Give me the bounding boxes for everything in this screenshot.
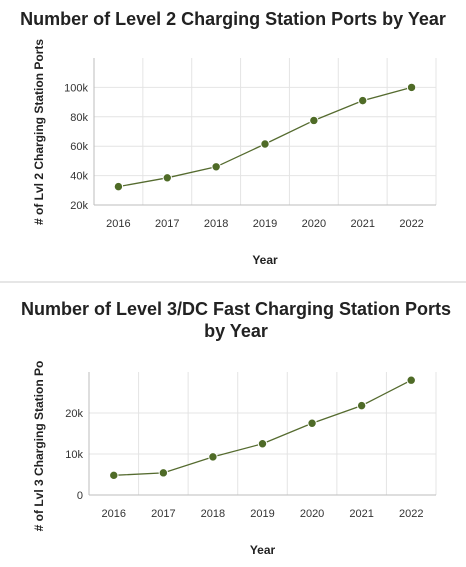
x-tick-label: 2016 <box>102 508 126 520</box>
x-tick-label: 2021 <box>350 218 374 230</box>
y-tick-label: 20k <box>70 200 88 212</box>
y-tick-label: 80k <box>70 112 88 124</box>
data-point[interactable] <box>158 468 169 478</box>
x-tick-label: 2020 <box>302 218 326 230</box>
chart-panel-level3: Number of Level 3/DC Fast Charging Stati… <box>0 286 466 567</box>
data-point[interactable] <box>208 452 218 462</box>
x-tick-label: 2017 <box>151 508 175 520</box>
data-point[interactable] <box>406 375 416 385</box>
y-tick-label: 100k <box>64 82 88 94</box>
x-tick-label: 2016 <box>106 218 130 230</box>
data-point[interactable] <box>309 115 319 126</box>
x-axis-title: Year <box>252 253 278 267</box>
chart-title: Number of Level 2 Charging Station Ports… <box>20 9 446 29</box>
y-tick-label: 0 <box>77 490 83 502</box>
x-tick-label: 2022 <box>399 508 423 520</box>
chart-level3-svg: 0 10k 20k 2016 2017 2018 2019 2020 2021 2022 Year #… <box>32 361 437 557</box>
panel-divider <box>0 281 466 283</box>
x-axis-title: Year <box>250 543 276 557</box>
data-point[interactable] <box>358 95 368 106</box>
x-tick-label: 2021 <box>349 508 373 520</box>
x-tick-label: 2020 <box>300 508 324 520</box>
y-tick-label: 40k <box>70 171 88 183</box>
data-point[interactable] <box>109 470 119 481</box>
x-tick-label: 2018 <box>204 218 228 230</box>
x-tick-label: 2022 <box>399 218 423 230</box>
y-axis-title: # of Lvl 2 Charging Station Ports <box>32 39 46 225</box>
data-point[interactable] <box>211 162 221 172</box>
series-line <box>113 379 412 476</box>
chart-level2-svg: 20k 40k 60k 80k 100k 2016 2017 2018 2019 2020 2021… <box>32 39 437 267</box>
chart-title: Number of Level 3/DC Fast Charging Stati… <box>20 299 452 341</box>
y-tick-label: 60k <box>70 141 88 153</box>
x-tick-label: 2019 <box>253 218 277 230</box>
series-line <box>118 86 412 188</box>
data-point[interactable] <box>406 82 417 93</box>
y-tick-label: 10k <box>65 449 83 461</box>
data-point[interactable] <box>113 181 124 192</box>
x-tick-label: 2017 <box>155 218 179 230</box>
chart-panel-level2: Number of Level 2 Charging Station Ports… <box>0 0 466 280</box>
x-tick-label: 2019 <box>250 508 274 520</box>
y-axis-title: # of Lvl 3 Charging Station Po <box>32 361 46 532</box>
x-tick-label: 2018 <box>201 508 225 520</box>
data-point[interactable] <box>260 139 270 149</box>
data-point[interactable] <box>162 173 172 183</box>
data-point[interactable] <box>307 418 317 428</box>
data-point[interactable] <box>257 439 268 449</box>
y-tick-label: 20k <box>65 408 83 420</box>
data-point[interactable] <box>356 400 367 411</box>
